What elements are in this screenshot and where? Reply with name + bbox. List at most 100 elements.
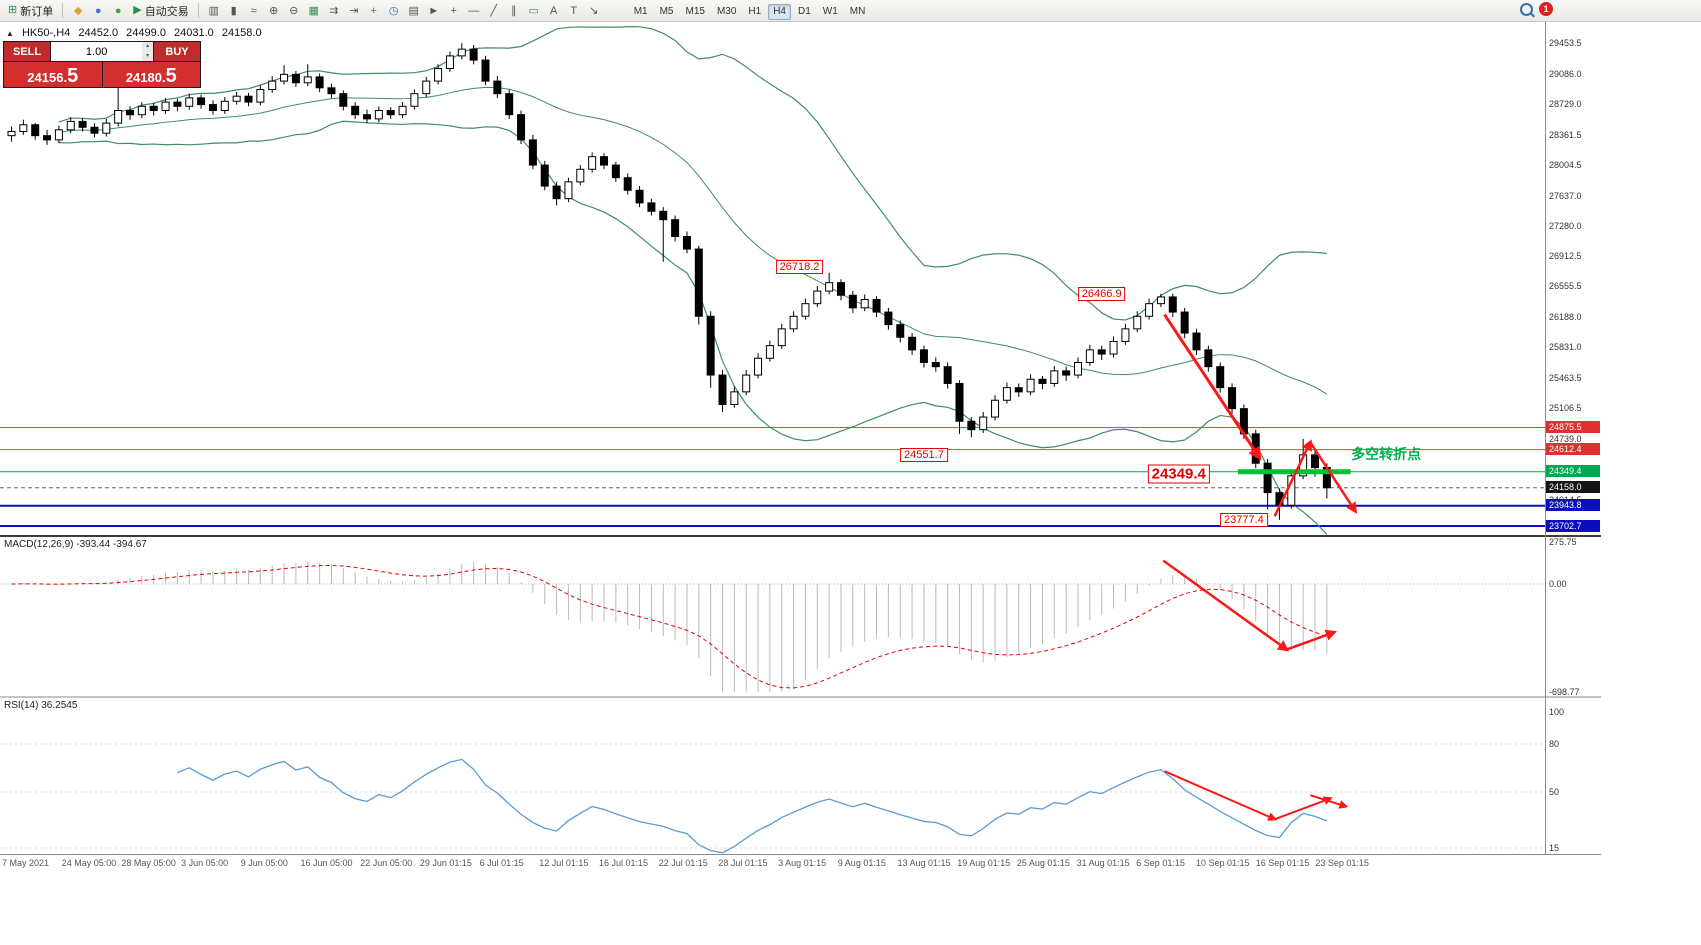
- price-axis-label: 29086.0: [1549, 68, 1582, 79]
- shapes-icon[interactable]: ▭: [524, 2, 544, 20]
- time-axis-label: 9 Aug 01:15: [837, 858, 886, 868]
- time-axis-label: 6 Jul 01:15: [479, 858, 524, 868]
- chart-shift-icon[interactable]: ⇥: [344, 2, 364, 20]
- cursor-icon[interactable]: ►: [424, 2, 444, 20]
- time-axis-label: 22 Jul 01:15: [658, 858, 708, 868]
- macd-label: MACD(12,26,9) -393.44 -394.67: [4, 539, 147, 550]
- price-axis-label: 28004.5: [1549, 159, 1582, 170]
- time-axis-label: 16 Sep 01:15: [1255, 858, 1310, 868]
- price-annotation: 26466.9: [1077, 286, 1126, 301]
- search-icon[interactable]: [1520, 2, 1533, 16]
- trendline-icon[interactable]: ╱: [484, 2, 504, 20]
- templates-icon[interactable]: ▤: [404, 2, 424, 20]
- price-axis-badge: 24875.5: [1546, 421, 1600, 433]
- zoom-out-icon[interactable]: ⊖: [284, 2, 304, 20]
- ohlc-close: 24158.0: [221, 27, 262, 39]
- bar-chart-icon[interactable]: ▥: [204, 2, 224, 20]
- tile-windows-icon[interactable]: ▦: [304, 2, 324, 20]
- price-axis-badge: 24349.4: [1546, 465, 1600, 478]
- price-axis-label: 25106.5: [1549, 403, 1582, 414]
- chart-symbol: HK50-,H4: [21, 27, 71, 39]
- auto-scroll-icon: ⇉: [329, 4, 339, 17]
- volume-up-button[interactable]: ▴: [142, 42, 153, 52]
- timeframe-m5[interactable]: M5: [655, 4, 679, 20]
- buy-button[interactable]: BUY: [154, 42, 200, 61]
- candlestick-chart-icon[interactable]: ▮: [224, 2, 244, 20]
- price-annotation: 24551.7: [900, 447, 948, 462]
- volume-down-button[interactable]: ▾: [142, 51, 153, 61]
- time-axis-label: 24 May 05:00: [61, 858, 117, 868]
- templates-icon: ▤: [408, 4, 419, 17]
- time-axis-label: 3 Jun 05:00: [181, 858, 229, 868]
- line-chart-icon[interactable]: ≈: [244, 2, 264, 20]
- sell-button[interactable]: SELL: [4, 42, 50, 61]
- sell-price[interactable]: 24156. 5: [4, 62, 102, 87]
- new-order-button[interactable]: ⊞ 新订单: [4, 2, 57, 20]
- new-order-icon: ⊞: [8, 4, 18, 16]
- time-axis-label: 28 May 05:00: [121, 858, 176, 868]
- timeframe-m15[interactable]: M15: [681, 4, 710, 20]
- auto-trading-button[interactable]: ▶ 自动交易: [129, 2, 192, 20]
- timeframe-h1[interactable]: H1: [743, 4, 766, 20]
- notification-badge[interactable]: 1: [1539, 2, 1553, 16]
- candlestick-chart-icon: ▮: [230, 4, 237, 17]
- rsi-axis-label: 100: [1549, 707, 1565, 717]
- community-icon: ●: [114, 4, 122, 17]
- macd-axis-label: 275.75: [1549, 536, 1577, 547]
- quotes-icon[interactable]: ◆: [68, 2, 88, 20]
- tile-windows-icon: ▦: [308, 4, 319, 17]
- indicators-icon[interactable]: +: [364, 2, 384, 20]
- price-axis-label: 26912.5: [1549, 251, 1582, 262]
- chart-title: ▲ HK50-,H4 24452.0 24499.0 24031.0 24158…: [6, 27, 267, 39]
- crosshair-icon[interactable]: +: [444, 2, 464, 20]
- ohlc-open: 24452.0: [78, 27, 119, 39]
- price-axis-badge: 24612.4: [1546, 443, 1600, 456]
- line-chart-icon: ≈: [250, 4, 257, 17]
- shapes-icon: ▭: [528, 4, 539, 17]
- price-axis-label: 28729.0: [1549, 98, 1582, 109]
- horizontal-line-icon: —: [468, 4, 480, 17]
- price-axis-badge: 23943.8: [1546, 499, 1600, 512]
- volume-steppers: ▴ ▾: [142, 42, 153, 61]
- price-axis-label: 26188.0: [1549, 312, 1582, 323]
- timeframe-mn[interactable]: MN: [845, 4, 871, 20]
- channel-icon[interactable]: ∥: [504, 2, 524, 20]
- time-axis-label: 28 Jul 01:15: [718, 858, 768, 868]
- community-icon[interactable]: ●: [108, 2, 128, 20]
- time-axis-label: 22 Jun 05:00: [360, 858, 413, 868]
- one-click-trading-panel: SELL ▴ ▾ BUY 24156.5 24180.5: [3, 41, 201, 88]
- timeframe-w1[interactable]: W1: [818, 4, 843, 20]
- arrow-tool-icon[interactable]: ↘: [584, 2, 604, 20]
- buy-price[interactable]: 24180. 5: [102, 62, 200, 87]
- label-icon[interactable]: T: [564, 2, 584, 20]
- horizontal-line-icon[interactable]: —: [464, 2, 484, 20]
- rsi-axis-label: 80: [1549, 739, 1560, 749]
- timeframe-buttons: M1 M5 M15 M30 H1 H4 D1 W1 MN: [628, 1, 872, 20]
- rsi-axis-label: 50: [1549, 787, 1560, 797]
- timeframe-h4[interactable]: H4: [768, 3, 791, 20]
- indicators-icon: +: [370, 4, 377, 17]
- zoom-out-icon: ⊖: [289, 4, 299, 17]
- price-axis-label: 27280.0: [1549, 220, 1582, 231]
- timeframe-m1[interactable]: M1: [629, 4, 653, 20]
- volume-input[interactable]: [51, 42, 143, 61]
- text-icon[interactable]: A: [544, 2, 564, 20]
- periods-icon[interactable]: ◷: [384, 2, 404, 20]
- time-axis-label: 25 Aug 01:15: [1016, 858, 1070, 868]
- rsi-axis-label: 15: [1549, 843, 1560, 853]
- auto-scroll-icon[interactable]: ⇉: [324, 2, 344, 20]
- toolbar-right: 1: [1520, 2, 1553, 16]
- time-axis-label: 29 Jun 01:15: [419, 858, 472, 868]
- timeframe-d1[interactable]: D1: [793, 4, 816, 20]
- channel-icon: ∥: [510, 4, 517, 17]
- price-axis-badge: 23702.7: [1546, 519, 1600, 532]
- rsi-label: RSI(14) 36.2545: [4, 700, 78, 711]
- timeframe-m30[interactable]: M30: [712, 4, 741, 20]
- zoom-in-icon[interactable]: ⊕: [264, 2, 284, 20]
- market-icon[interactable]: ●: [88, 2, 108, 20]
- toolbar: ⊞ 新订单 ◆ ● ● ▶ 自动交易 ▥ ▮ ≈ ⊕ ⊖ ▦ ⇉ ⇥ + ◷ ▤ ► + — ╱ ∥ ▭ A T ↘ M1…: [0, 0, 1701, 22]
- time-axis-label: 31 Aug 01:15: [1076, 858, 1130, 868]
- turning-point-label: 多空转折点: [1351, 446, 1422, 462]
